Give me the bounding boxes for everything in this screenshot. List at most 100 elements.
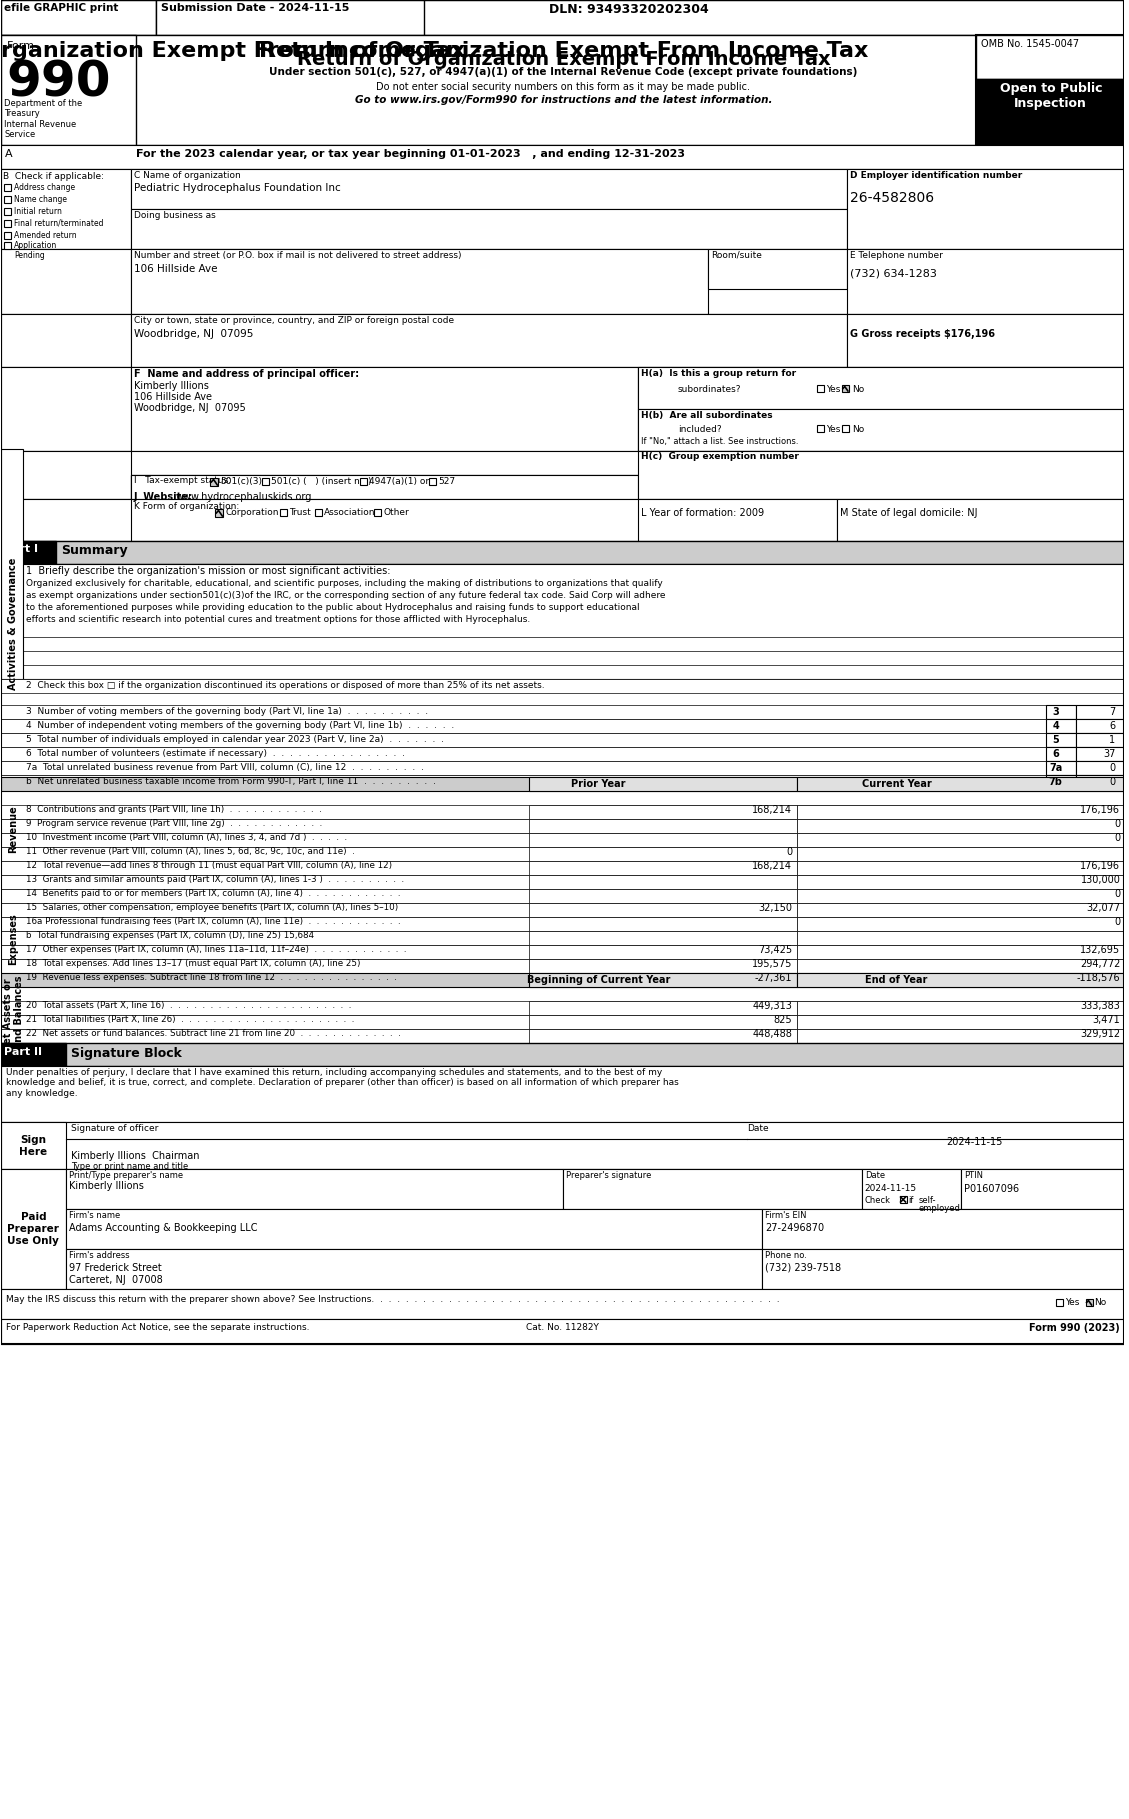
Text: DLN: 93493320202304: DLN: 93493320202304 [549, 4, 708, 16]
Text: efile GRAPHIC print: efile GRAPHIC print [5, 4, 119, 13]
Bar [1, 315, 131, 367]
Text: K Form of organization:: K Form of organization: [133, 502, 239, 511]
Text: Part I: Part I [5, 544, 38, 555]
Text: if: if [909, 1197, 914, 1204]
Bar [1, 367, 131, 451]
Text: Association: Association [324, 508, 375, 517]
Bar [1, 35, 135, 146]
Bar [1056, 1299, 1062, 1306]
Text: 9  Program service revenue (Part VIII, line 2g)  .  .  .  .  .  .  .  .  .  .  .: 9 Program service revenue (Part VIII, li… [26, 819, 323, 828]
Text: 5  Total number of individuals employed in calendar year 2023 (Part V, line 2a) : 5 Total number of individuals employed i… [26, 735, 445, 744]
Text: Pediatric Hydrocephalus Foundation Inc: Pediatric Hydrocephalus Foundation Inc [133, 184, 341, 193]
Text: (732) 239-7518: (732) 239-7518 [765, 1262, 841, 1273]
Bar [1, 1290, 1124, 1319]
Bar [1, 946, 1124, 959]
Bar [1, 564, 1124, 678]
Text: End of Year: End of Year [866, 975, 928, 986]
Bar [1, 367, 1124, 451]
Text: -118,576: -118,576 [1077, 973, 1120, 982]
Text: Final return/terminated: Final return/terminated [15, 218, 104, 227]
Text: Return of Organization Exempt From Income Tax: Return of Organization Exempt From Incom… [297, 49, 830, 69]
Bar [1, 1030, 1124, 1042]
Bar [1076, 775, 1124, 789]
Text: 0: 0 [1110, 777, 1115, 788]
Text: 3: 3 [1052, 708, 1059, 717]
Text: 130,000: 130,000 [1080, 875, 1120, 886]
Bar [156, 0, 425, 35]
Bar [5, 220, 11, 227]
Bar [359, 478, 367, 486]
Text: No: No [852, 386, 864, 395]
Text: Application
Pending: Application Pending [15, 240, 58, 260]
Bar [131, 169, 847, 209]
Bar [977, 35, 1124, 78]
Text: 4: 4 [1052, 720, 1059, 731]
Text: 21  Total liabilities (Part X, line 26)  .  .  .  .  .  .  .  .  .  .  .  .  .  : 21 Total liabilities (Part X, line 26) .… [26, 1015, 355, 1024]
Text: Carteret, NJ  07008: Carteret, NJ 07008 [69, 1275, 163, 1284]
Bar [5, 233, 11, 238]
Bar [528, 1015, 797, 1030]
Bar [797, 806, 1124, 819]
Text: Organized exclusively for charitable, educational, and scientific purposes, incl: Organized exclusively for charitable, ed… [26, 578, 663, 588]
Text: 7b: 7b [1049, 777, 1062, 788]
Bar [961, 1170, 1124, 1210]
Bar [797, 819, 1124, 833]
Bar [1, 35, 1124, 146]
Bar [817, 386, 824, 393]
Bar [1, 973, 1124, 988]
Bar [1, 1000, 1124, 1015]
Bar [280, 509, 287, 517]
Text: J  Website:: J Website: [133, 491, 193, 502]
Text: D Employer identification number: D Employer identification number [850, 171, 1022, 180]
Text: Form: Form [7, 42, 35, 51]
Text: Under section 501(c), 527, or 4947(a)(1) of the Internal Revenue Code (except pr: Under section 501(c), 527, or 4947(a)(1)… [269, 67, 858, 76]
Bar [1, 748, 1124, 760]
Bar [762, 1210, 1124, 1250]
Text: Address change: Address change [15, 184, 76, 193]
Text: L Year of formation: 2009: L Year of formation: 2009 [641, 508, 764, 518]
Bar [528, 806, 797, 819]
Text: Yes: Yes [826, 386, 840, 395]
Text: For Paperwork Reduction Act Notice, see the separate instructions.: For Paperwork Reduction Act Notice, see … [7, 1322, 310, 1332]
Text: 3,471: 3,471 [1093, 1015, 1120, 1024]
Text: 4947(a)(1) or: 4947(a)(1) or [368, 477, 429, 486]
Bar [1, 678, 1124, 693]
Text: as exempt organizations under section501(c)(3)of the IRC, or the corresponding s: as exempt organizations under section501… [26, 591, 666, 600]
Text: employed: employed [919, 1204, 961, 1213]
Bar [842, 386, 849, 393]
Text: 132,695: 132,695 [1080, 946, 1120, 955]
Text: 8  Contributions and grants (Part VIII, line 1h)  .  .  .  .  .  .  .  .  .  .  : 8 Contributions and grants (Part VIII, l… [26, 806, 322, 813]
Text: 16a Professional fundraising fees (Part IX, column (A), line 11e)  .  .  .  .  .: 16a Professional fundraising fees (Part … [26, 917, 401, 926]
Bar [1, 1066, 1124, 1122]
Bar [1, 931, 1124, 946]
Text: Date: Date [865, 1171, 885, 1181]
Bar [1, 451, 131, 498]
Text: 825: 825 [773, 1015, 793, 1024]
Bar [1045, 775, 1076, 789]
Text: 0: 0 [1114, 819, 1120, 829]
Bar [528, 833, 797, 848]
Text: Signature Block: Signature Block [71, 1048, 182, 1060]
Text: 0: 0 [1114, 833, 1120, 842]
Text: Beginning of Current Year: Beginning of Current Year [526, 975, 669, 986]
Bar [1, 169, 131, 249]
Bar [1, 1015, 1124, 1030]
Text: 990: 990 [7, 58, 111, 107]
Text: May the IRS discuss this return with the preparer shown above? See Instructions.: May the IRS discuss this return with the… [7, 1295, 780, 1304]
Text: 15  Salaries, other compensation, employee benefits (Part IX, column (A), lines : 15 Salaries, other compensation, employe… [26, 902, 399, 911]
Bar [1, 1042, 67, 1066]
Bar [67, 1170, 563, 1210]
Bar [131, 315, 847, 367]
Text: 0: 0 [1110, 762, 1115, 773]
Text: 7a  Total unrelated business revenue from Part VIII, column (C), line 12  .  .  : 7a Total unrelated business revenue from… [26, 762, 425, 771]
Bar [1, 449, 24, 678]
Text: PTIN: PTIN [964, 1171, 983, 1181]
Bar [1045, 706, 1076, 719]
Text: City or town, state or province, country, and ZIP or foreign postal code: City or town, state or province, country… [133, 317, 454, 326]
Text: (732) 634-1283: (732) 634-1283 [850, 269, 937, 278]
Text: 97 Frederick Street: 97 Frederick Street [69, 1262, 161, 1273]
Text: 176,196: 176,196 [1080, 860, 1120, 871]
Bar [847, 169, 1124, 249]
Bar [797, 973, 1124, 988]
Text: 17  Other expenses (Part IX, column (A), lines 11a–11d, 11f–24e)  .  .  .  .  . : 17 Other expenses (Part IX, column (A), … [26, 946, 406, 953]
